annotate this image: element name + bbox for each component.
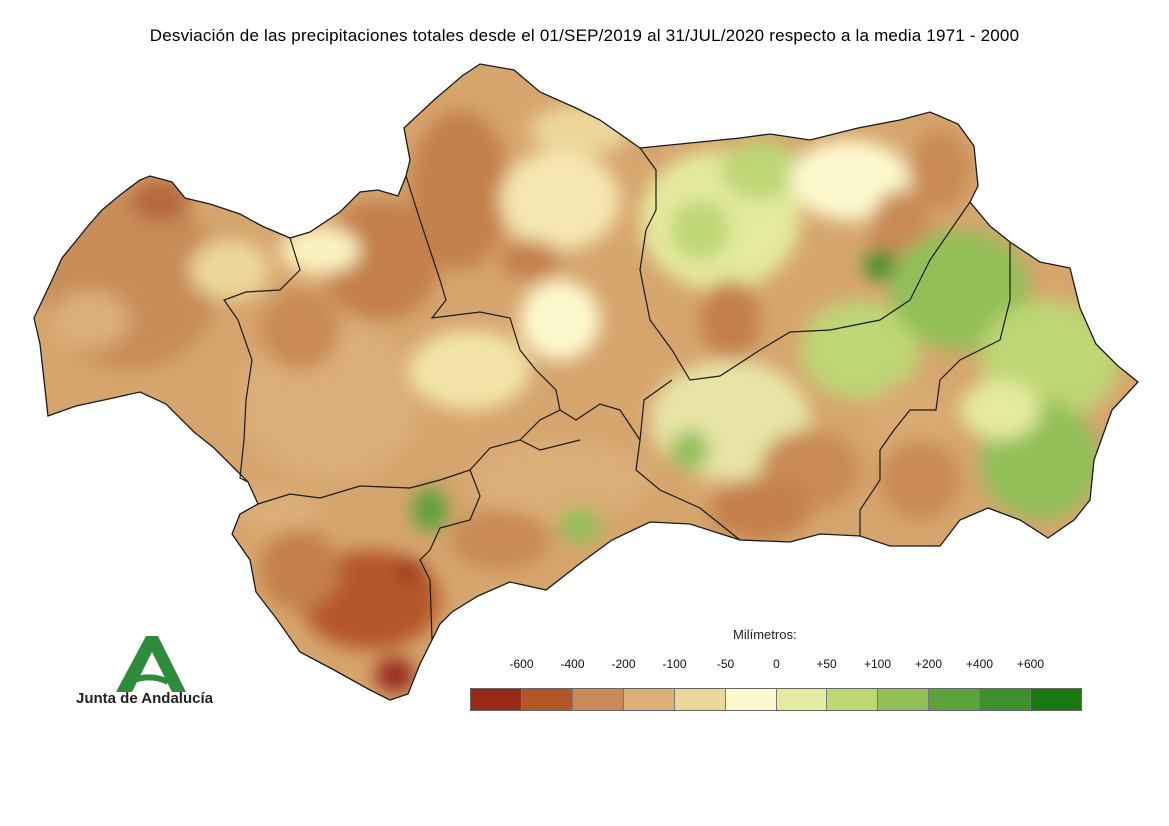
legend-swatch	[827, 689, 879, 710]
legend-swatch	[521, 689, 573, 710]
legend-labels: -600 -400 -200 -100 -50 0 +50 +100 +200 …	[470, 657, 1082, 673]
legend-label: -400	[560, 657, 585, 671]
legend-swatch	[878, 689, 930, 710]
legend-swatch	[776, 689, 828, 710]
legend-label: +600	[1016, 657, 1045, 671]
legend-swatch	[674, 689, 726, 710]
legend-color-bar	[470, 688, 1082, 711]
legend-swatch	[623, 689, 675, 710]
logo-text: Junta de Andalucía	[76, 690, 213, 707]
legend-label: -100	[662, 657, 687, 671]
legend-swatch	[725, 689, 777, 710]
junta-andalucia-logo	[116, 636, 186, 692]
legend-swatch	[1031, 689, 1082, 710]
legend-label: -600	[509, 657, 534, 671]
legend-swatch	[471, 689, 522, 710]
region-outline	[33, 63, 1139, 701]
legend-label: +400	[965, 657, 994, 671]
legend-swatch	[929, 689, 981, 710]
legend-label: +200	[914, 657, 943, 671]
map-title: Desviación de las precipitaciones totale…	[149, 26, 1020, 45]
legend-label: +100	[863, 657, 892, 671]
legend-label: +50	[816, 657, 837, 671]
legend-swatch	[980, 689, 1032, 710]
legend-title: Milímetros:	[733, 627, 797, 642]
province-borders	[223, 147, 1011, 641]
legend-label: 0	[773, 657, 780, 671]
legend-swatch	[572, 689, 624, 710]
legend-label: -200	[611, 657, 636, 671]
legend-label: -50	[716, 657, 735, 671]
